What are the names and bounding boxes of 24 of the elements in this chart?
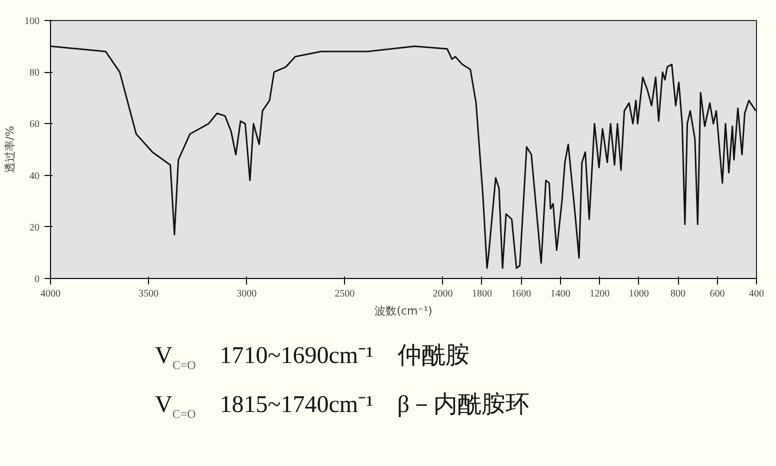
x-axis-title: 波数(cm⁻¹) (374, 304, 432, 318)
x-tick-label: 4000 (40, 288, 60, 300)
x-tick-label: 400 (749, 288, 764, 300)
x-tick-label: 800 (670, 288, 686, 300)
y-axis-title: 透过率/% (4, 126, 16, 174)
x-tick-label: 1600 (511, 288, 532, 300)
x-tick-label: 1200 (590, 288, 610, 300)
x-tick-label: 2000 (432, 288, 453, 300)
x-tick-label: 1000 (628, 288, 649, 300)
y-tick-label: 80 (30, 68, 40, 79)
text: V$_{C=O}$ 1710~1690cm⁻¹ 仲酰胺 (155, 343, 470, 372)
text: V$_{C=O}$ 1815~1740cm⁻¹ β－内酰胺环 (155, 392, 530, 421)
y-tick-label: 20 (30, 222, 40, 234)
x-tick-label: 1400 (550, 288, 570, 300)
y-tick-label: 40 (30, 170, 40, 182)
x-tick-label: 1800 (472, 288, 492, 300)
x-tick-label: 600 (710, 288, 725, 300)
x-tick-label: 3000 (236, 288, 257, 300)
x-tick-label: 3500 (138, 288, 159, 300)
y-tick-label: 60 (30, 119, 40, 130)
y-tick-label: 100 (24, 16, 40, 27)
y-tick-label: 0 (34, 274, 40, 285)
line-series (50, 46, 756, 269)
x-tick-label: 2500 (334, 288, 355, 300)
